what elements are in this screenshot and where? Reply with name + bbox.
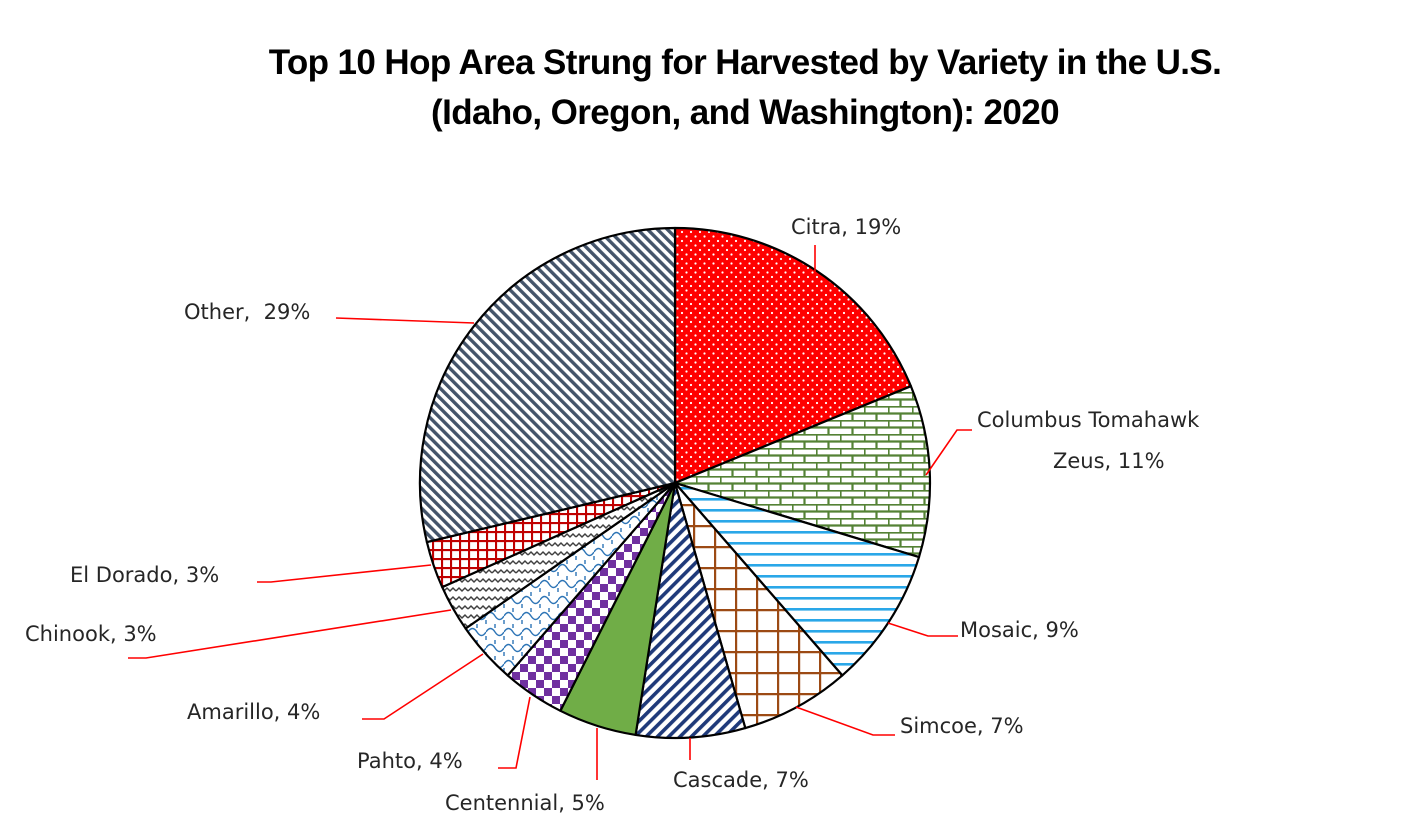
leader-lines [128, 245, 972, 780]
slice-cascade[interactable] [634, 481, 747, 740]
label-pahto: Pahto, 4% [357, 749, 463, 773]
leader-line-ctz [925, 429, 972, 476]
label-simcoe: Simcoe, 7% [900, 714, 1024, 738]
slice-other[interactable] [418, 226, 677, 544]
chart-title-line-1: Top 10 Hop Area Strung for Harvested by … [268, 43, 1222, 82]
data-labels: Citra, 19% Columbus Tomahawk Zeus, 11% M… [25, 215, 1200, 815]
label-mosaic: Mosaic, 9% [960, 618, 1079, 642]
leader-line-mosaic [887, 622, 958, 637]
label-cascade: Cascade, 7% [673, 768, 809, 792]
label-other: Other, 29% [184, 300, 310, 324]
leader-line-simcoe [795, 706, 895, 736]
label-ctz-line-1: Columbus Tomahawk [977, 408, 1200, 432]
label-el-dorado: El Dorado, 3% [70, 563, 219, 587]
label-ctz-line-2: Zeus, 11% [1053, 449, 1165, 473]
chart-title-line-2: (Idaho, Oregon, and Washington): 2020 [431, 93, 1060, 132]
leader-line-amarillo [362, 653, 484, 720]
label-amarillo: Amarillo, 4% [187, 700, 320, 724]
chart-title: Top 10 Hop Area Strung for Harvested by … [0, 38, 1404, 138]
label-chinook: Chinook, 3% [25, 622, 157, 646]
slice-citra[interactable] [673, 226, 912, 485]
slice-mosaic[interactable] [673, 481, 921, 677]
leader-line-chinook [128, 609, 452, 659]
label-centennial: Centennial, 5% [445, 791, 605, 815]
leader-line-pahto [498, 696, 531, 769]
leader-line-other [335, 317, 475, 324]
label-citra: Citra, 19% [791, 215, 901, 239]
leader-line-el-dorado [257, 564, 432, 583]
